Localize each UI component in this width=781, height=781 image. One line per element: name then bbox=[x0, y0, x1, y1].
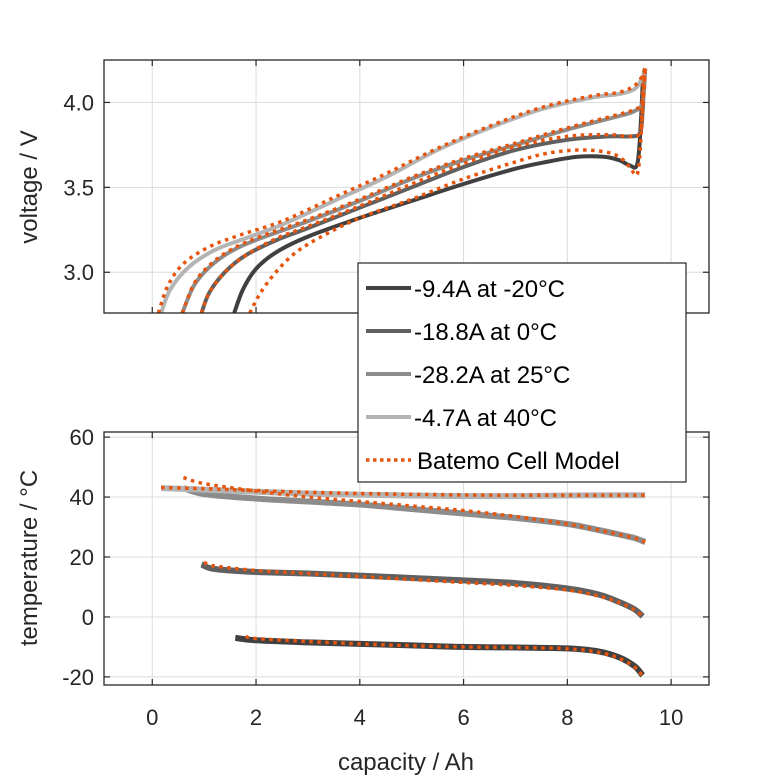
series-model-voltage bbox=[248, 66, 647, 313]
series-model-temperature bbox=[182, 475, 646, 544]
voltage-ylabel: voltage / V bbox=[16, 130, 43, 243]
x-tick-label: 0 bbox=[146, 705, 158, 730]
temperature-ylabel: temperature / °C bbox=[16, 470, 43, 646]
y-tick-label: 3.0 bbox=[63, 260, 94, 285]
y-tick-label: -20 bbox=[62, 665, 94, 690]
legend-label: -9.4A at -20°C bbox=[414, 276, 565, 303]
series-model-temperature bbox=[245, 634, 644, 678]
y-tick-label: 40 bbox=[70, 485, 94, 510]
legend-label: -28.2A at 25°C bbox=[414, 362, 570, 389]
x-tick-label: 8 bbox=[561, 705, 573, 730]
legend-entry: -4.7A at 40°C bbox=[366, 405, 557, 432]
series-model-temperature bbox=[203, 560, 644, 618]
legend-entry: -18.8A at 0°C bbox=[366, 319, 557, 346]
legend-label: -18.8A at 0°C bbox=[414, 319, 557, 346]
legend-entry: -9.4A at -20°C bbox=[366, 276, 565, 303]
y-tick-label: 0 bbox=[82, 605, 94, 630]
temperature-ticks: 0 2 4 6 8 10 -20 0 20 40 60 bbox=[62, 425, 709, 730]
series-model-voltage bbox=[156, 67, 647, 313]
legend-box bbox=[357, 262, 687, 483]
x-tick-label: 10 bbox=[659, 705, 683, 730]
legend: -9.4A at -20°C -18.8A at 0°C -28.2A at 25°… bbox=[357, 262, 687, 483]
legend-entry: Batemo Cell Model bbox=[366, 448, 620, 475]
legend-label: Batemo Cell Model bbox=[417, 448, 620, 475]
temperature-series bbox=[161, 475, 647, 678]
x-tick-label: 2 bbox=[250, 705, 262, 730]
y-tick-label: 20 bbox=[70, 545, 94, 570]
y-tick-label: 60 bbox=[70, 425, 94, 450]
x-tick-label: 6 bbox=[457, 705, 469, 730]
voltage-series bbox=[156, 66, 648, 313]
x-tick-label: 4 bbox=[354, 705, 366, 730]
series-model-temperature bbox=[161, 485, 646, 498]
legend-label: -4.7A at 40°C bbox=[414, 405, 557, 432]
y-tick-label: 3.5 bbox=[63, 175, 94, 200]
series-model-voltage bbox=[199, 68, 647, 313]
capacity-xlabel: capacity / Ah bbox=[338, 749, 474, 776]
series-measured-voltage bbox=[159, 67, 648, 313]
y-tick-label: 4.0 bbox=[63, 90, 94, 115]
series-model-voltage bbox=[180, 68, 647, 313]
legend-entry: -28.2A at 25°C bbox=[366, 362, 570, 389]
